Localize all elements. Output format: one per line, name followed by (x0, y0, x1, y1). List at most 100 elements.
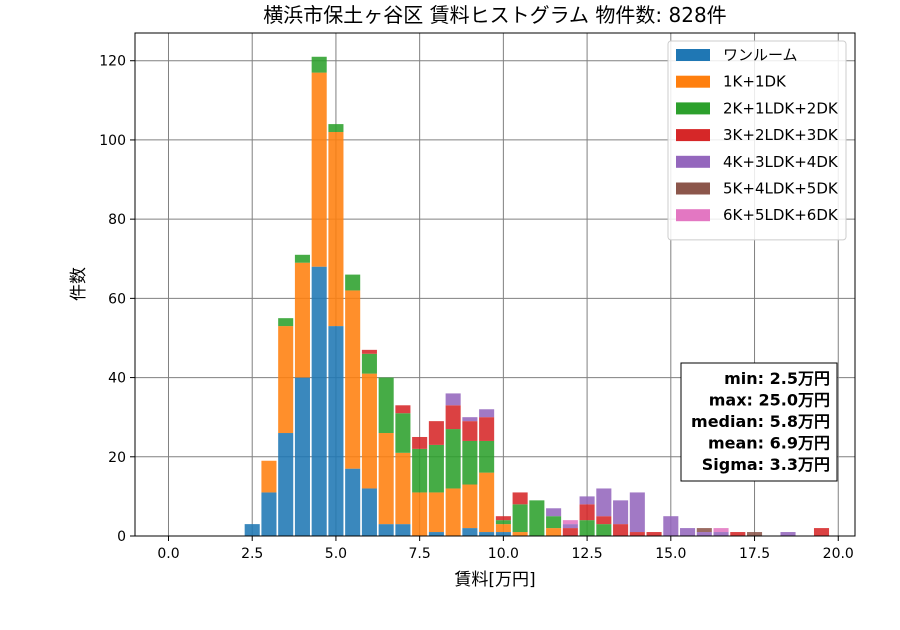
histogram-bar (462, 421, 478, 441)
histogram-bar (479, 417, 495, 441)
legend-entry: ワンルーム (723, 46, 798, 64)
legend-swatch (676, 75, 710, 88)
histogram-bar (428, 492, 444, 533)
histogram-bar (395, 452, 411, 525)
histogram-bar (294, 377, 310, 536)
histogram-bar (395, 405, 411, 414)
histogram-bar (412, 492, 428, 536)
y-axis-ticks: 0 20 40 60 80 100 120 (99, 54, 135, 545)
legend-swatch (676, 155, 710, 168)
histogram-bar (462, 484, 478, 529)
histogram-bar (378, 433, 394, 525)
legend-swatch (676, 102, 710, 115)
histogram-bar (278, 326, 294, 434)
stats-line: max: 25.0万円 (709, 391, 830, 410)
histogram-bar (378, 377, 394, 434)
histogram-bar (512, 492, 528, 505)
histogram-bar (445, 393, 461, 406)
histogram-bar (361, 349, 377, 354)
histogram-bar (747, 532, 763, 536)
histogram-bar (479, 409, 495, 418)
histogram-bar (311, 56, 327, 73)
histogram-bar (428, 444, 444, 493)
legend-swatch (676, 129, 710, 142)
histogram-bar (328, 132, 344, 327)
histogram-bar (613, 524, 629, 536)
legend-entry: 5K+4LDK+5DK (723, 180, 839, 198)
histogram-bar (529, 500, 545, 536)
histogram-bar (311, 72, 327, 267)
histogram-bar (512, 504, 528, 533)
histogram-bar (495, 516, 511, 521)
x-tick-label: 10.0 (488, 546, 519, 562)
histogram-bar (294, 254, 310, 263)
x-tick-label: 2.5 (241, 546, 263, 562)
histogram-bar (730, 532, 746, 536)
y-tick-label: 60 (108, 291, 126, 307)
histogram-bar (244, 524, 260, 536)
stats-line: mean: 6.9万円 (708, 434, 830, 453)
histogram-bar (395, 524, 411, 536)
histogram-bar (579, 520, 595, 536)
histogram-bar (613, 500, 629, 525)
histogram-bar (412, 436, 428, 449)
histogram-bar (328, 124, 344, 133)
histogram-bar (663, 516, 679, 536)
x-tick-label: 0.0 (157, 546, 179, 562)
stats-line: min: 2.5万円 (724, 369, 830, 388)
x-tick-label: 5.0 (325, 546, 347, 562)
histogram-bar (780, 532, 796, 536)
legend-entry: 2K+1LDK+2DK (723, 99, 839, 117)
stats-frame (680, 362, 838, 482)
histogram-bar (596, 524, 612, 536)
histogram-bar (345, 274, 361, 291)
y-tick-label: 0 (117, 529, 126, 545)
histogram-bar (596, 516, 612, 525)
histogram-bar (713, 528, 729, 533)
x-tick-label: 15.0 (655, 546, 686, 562)
legend-swatch (676, 49, 710, 61)
histogram-bar (629, 492, 645, 533)
histogram-bar (328, 326, 344, 536)
histogram-bar (495, 520, 511, 525)
histogram-bar (495, 532, 511, 536)
histogram-bar (579, 496, 595, 505)
x-axis-ticks: 0.0 2.5 5.0 7.5 10.0 12.5 15.0 17.5 20.0 (157, 536, 854, 562)
bars (244, 56, 830, 536)
y-tick-label: 20 (108, 450, 126, 466)
x-tick-label: 20.0 (823, 546, 854, 562)
stats-line: median: 5.8万円 (691, 412, 830, 431)
histogram-bar (345, 290, 361, 469)
histogram-bar (479, 532, 495, 536)
histogram-bar (395, 413, 411, 453)
histogram-bar (813, 528, 830, 536)
x-axis-label: 賃料[万円] (454, 570, 535, 590)
histogram-bar (646, 532, 662, 536)
histogram-bar (579, 504, 595, 521)
histogram-bar (512, 532, 528, 536)
x-tick-label: 17.5 (739, 546, 770, 562)
histogram-bar (428, 421, 444, 445)
histogram-bar (546, 528, 562, 536)
legend-swatch (676, 182, 710, 195)
histogram-bar (696, 532, 712, 536)
histogram-bar (479, 440, 495, 473)
histogram-bar (445, 429, 461, 489)
y-tick-label: 80 (108, 212, 126, 228)
chart-title: 横浜市保土ヶ谷区 賃料ヒストグラム 物件数: 828件 (263, 3, 726, 27)
legend-swatch (676, 209, 710, 222)
histogram-bar (361, 488, 377, 536)
stats-box: min: 2.5万円 max: 25.0万円 median: 5.8万円 mean: … (680, 362, 838, 482)
histogram-bar (428, 532, 444, 536)
histogram-bar (462, 528, 478, 536)
y-tick-label: 120 (99, 54, 126, 70)
histogram-bar (445, 488, 461, 536)
histogram-bar (696, 528, 712, 533)
y-tick-label: 40 (108, 371, 126, 387)
histogram-bar (345, 468, 361, 536)
histogram-bar (294, 262, 310, 378)
legend-entry: 3K+2LDK+3DK (723, 126, 839, 144)
histogram-bar (278, 433, 294, 536)
histogram-bar (278, 318, 294, 327)
legend-entry: 6K+5LDK+6DK (723, 206, 839, 224)
